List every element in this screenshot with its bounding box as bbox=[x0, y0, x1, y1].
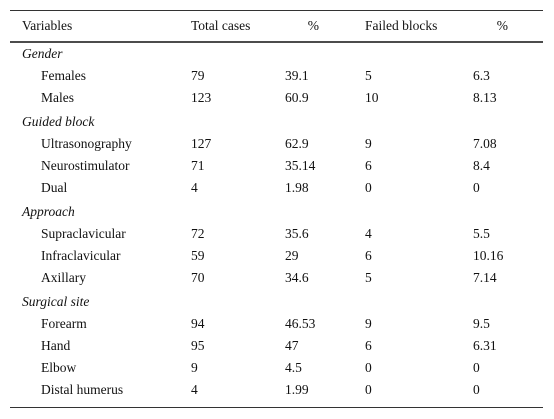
group-label: Approach bbox=[21, 204, 75, 219]
cell: 46.53 bbox=[285, 316, 316, 331]
cell: 9 bbox=[365, 316, 372, 331]
row-label: Elbow bbox=[41, 360, 76, 375]
row-label: Distal humerus bbox=[41, 382, 123, 397]
cell: 70 bbox=[191, 270, 205, 285]
group-label: Gender bbox=[22, 46, 63, 61]
cell: 0 bbox=[473, 180, 480, 195]
row-label: Hand bbox=[41, 338, 70, 353]
row-label: Supraclavicular bbox=[41, 226, 126, 241]
cell: 5.5 bbox=[473, 226, 490, 241]
cell: 5 bbox=[365, 270, 372, 285]
cell: 94 bbox=[191, 316, 205, 331]
group-label: Surgical site bbox=[22, 294, 89, 309]
header-cell: Variables bbox=[22, 18, 72, 33]
cell: 1.98 bbox=[285, 180, 309, 195]
cell: 29 bbox=[285, 248, 299, 263]
cell: 127 bbox=[191, 136, 212, 151]
cell: 47 bbox=[285, 338, 299, 353]
cell: 6.31 bbox=[473, 338, 497, 353]
cell: 6.3 bbox=[473, 68, 490, 83]
row-label: Males bbox=[41, 90, 74, 105]
row-label: Ultrasonography bbox=[41, 136, 132, 151]
cell: 0 bbox=[365, 382, 372, 397]
header-cell: Failed blocks bbox=[365, 18, 437, 33]
cell: 60.9 bbox=[285, 90, 309, 105]
cell: 35.14 bbox=[285, 158, 316, 173]
cell: 0 bbox=[365, 180, 372, 195]
cell: 71 bbox=[191, 158, 205, 173]
row-label: Neurostimulator bbox=[41, 158, 130, 173]
cell: 79 bbox=[191, 68, 205, 83]
cell: 4 bbox=[365, 226, 372, 241]
row-label: Forearm bbox=[41, 316, 87, 331]
cell: 6 bbox=[365, 248, 372, 263]
cell: 6 bbox=[365, 338, 372, 353]
cell: 7.14 bbox=[473, 270, 497, 285]
cell: 9.5 bbox=[473, 316, 490, 331]
row-label: Axillary bbox=[41, 270, 86, 285]
cell: 35.6 bbox=[285, 226, 309, 241]
cell: 0 bbox=[365, 360, 372, 375]
cell: 7.08 bbox=[473, 136, 497, 151]
row-label: Infraclavicular bbox=[41, 248, 121, 263]
cell: 9 bbox=[191, 360, 198, 375]
header-cell: Total cases bbox=[191, 18, 250, 33]
cell: 0 bbox=[473, 360, 480, 375]
cell: 95 bbox=[191, 338, 205, 353]
cell: 10.16 bbox=[473, 248, 504, 263]
cell: 62.9 bbox=[285, 136, 309, 151]
cell: 59 bbox=[191, 248, 205, 263]
row-label: Females bbox=[41, 68, 86, 83]
cell: 34.6 bbox=[285, 270, 309, 285]
cell: 9 bbox=[365, 136, 372, 151]
cell: 6 bbox=[365, 158, 372, 173]
cell: 5 bbox=[365, 68, 372, 83]
cell: 10 bbox=[365, 90, 379, 105]
cell: 4.5 bbox=[285, 360, 302, 375]
cell: 8.4 bbox=[473, 158, 490, 173]
cell: 8.13 bbox=[473, 90, 497, 105]
cell: 72 bbox=[191, 226, 205, 241]
row-label: Dual bbox=[41, 180, 67, 195]
group-label: Guided block bbox=[22, 114, 95, 129]
cell: 123 bbox=[191, 90, 212, 105]
cell: 39.1 bbox=[285, 68, 309, 83]
cell: 4 bbox=[191, 382, 198, 397]
header-cell: % bbox=[308, 18, 319, 33]
cell: 4 bbox=[191, 180, 198, 195]
header-cell: % bbox=[497, 18, 508, 33]
cell: 0 bbox=[473, 382, 480, 397]
cell: 1.99 bbox=[285, 382, 309, 397]
